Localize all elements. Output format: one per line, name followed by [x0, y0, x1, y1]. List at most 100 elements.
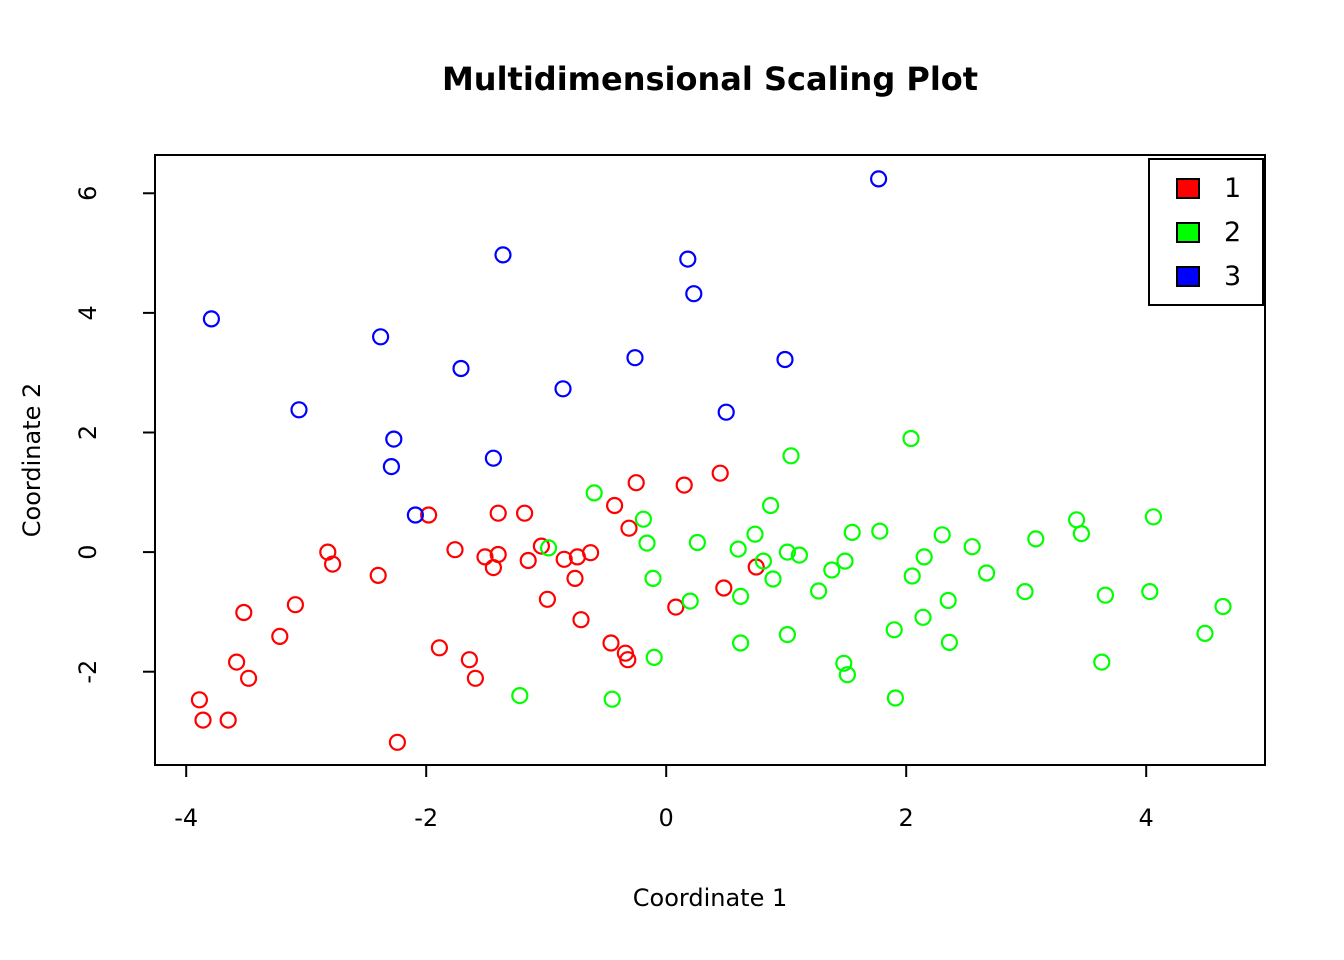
data-point-group-1 [519, 551, 537, 570]
data-point-group-1 [430, 639, 448, 657]
data-point-group-1 [489, 545, 507, 564]
data-point-group-3 [452, 359, 470, 378]
legend-swatch-group-2-icon [1176, 221, 1200, 243]
data-point-group-1 [240, 669, 258, 687]
data-point-group-2 [823, 561, 841, 579]
data-point-group-2 [1093, 653, 1111, 671]
data-point-group-3 [382, 458, 400, 476]
data-point-group-2 [1096, 586, 1115, 604]
data-point-group-2 [871, 522, 889, 540]
data-point-group-1 [286, 596, 304, 614]
data-point-group-3 [626, 349, 644, 367]
data-point-group-2 [585, 484, 603, 502]
data-point-group-2 [838, 666, 857, 684]
data-point-group-1 [369, 566, 387, 585]
data-point-group-2 [886, 689, 905, 707]
y-axis-tick-label: 4 [74, 305, 102, 320]
legend-row-group-1: 1 [1150, 175, 1262, 202]
data-point-group-1 [711, 464, 729, 482]
data-point-group-2 [963, 538, 981, 556]
data-point-group-2 [731, 634, 750, 652]
data-point-group-1 [532, 537, 551, 555]
data-point-group-2 [836, 552, 854, 570]
data-point-group-2 [1141, 582, 1159, 601]
data-point-group-1 [388, 733, 406, 751]
data-point-group-3 [554, 380, 572, 398]
series-group-3 [202, 170, 888, 524]
data-point-group-2 [746, 525, 764, 543]
legend: 1 2 3 [1148, 158, 1264, 306]
data-point-group-2 [731, 587, 750, 606]
data-point-group-1 [572, 611, 590, 629]
data-point-group-3 [869, 170, 888, 188]
data-point-group-2 [681, 592, 699, 610]
data-point-group-1 [271, 627, 289, 646]
data-point-group-2 [782, 447, 800, 465]
data-point-group-1 [555, 550, 573, 568]
y-axis-tick-label: 0 [74, 544, 102, 559]
data-point-group-1 [228, 653, 246, 671]
data-point-group-3 [484, 449, 502, 467]
data-point-group-1 [460, 651, 478, 669]
data-point-group-3 [290, 401, 308, 419]
plot-area-border [154, 154, 1266, 766]
data-point-group-3 [494, 246, 512, 264]
data-point-group-3 [372, 328, 390, 346]
data-point-group-1 [515, 504, 534, 522]
data-point-group-2 [977, 564, 996, 582]
data-point-group-1 [620, 519, 638, 537]
data-point-group-1 [675, 476, 693, 494]
data-point-group-1 [667, 598, 685, 616]
data-point-group-1 [235, 603, 253, 622]
data-point-group-2 [835, 654, 853, 672]
x-axis-tick-label: 0 [659, 804, 674, 832]
x-axis-tick-label: -4 [174, 804, 198, 832]
data-point-group-2 [539, 539, 558, 557]
legend-label-group-1: 1 [1224, 172, 1242, 204]
data-point-group-2 [754, 552, 773, 570]
data-point-group-1 [627, 474, 645, 492]
data-point-group-2 [933, 526, 951, 544]
data-point-group-3 [385, 430, 403, 448]
data-point-group-2 [914, 608, 932, 626]
data-point-group-3 [717, 403, 735, 421]
data-point-group-2 [1214, 597, 1232, 616]
data-point-group-1 [219, 711, 237, 729]
data-point-group-2 [940, 633, 959, 652]
legend-swatch-group-1-icon [1176, 177, 1200, 199]
data-point-group-1 [581, 544, 600, 562]
data-point-group-2 [1016, 582, 1034, 601]
data-point-group-2 [761, 496, 780, 515]
data-point-group-2 [764, 570, 782, 588]
legend-label-group-3: 3 [1224, 260, 1242, 292]
data-point-group-1 [466, 669, 484, 687]
data-point-group-2 [603, 690, 621, 708]
data-point-group-3 [776, 350, 794, 369]
y-axis-tick-label: -2 [74, 660, 102, 684]
data-point-group-2 [1144, 508, 1163, 526]
data-point-group-1 [489, 504, 507, 522]
data-point-group-2 [809, 582, 828, 600]
data-point-group-3 [202, 310, 220, 328]
data-point-group-2 [634, 510, 653, 528]
data-point-group-1 [190, 691, 208, 709]
legend-row-group-3: 3 [1150, 263, 1262, 290]
data-point-group-2 [915, 548, 933, 566]
legend-label-group-2: 2 [1224, 216, 1242, 248]
chart-title: Multidimensional Scaling Plot [441, 60, 979, 98]
series-group-2 [511, 429, 1232, 708]
data-point-group-3 [679, 250, 697, 268]
data-point-group-2 [843, 523, 861, 542]
data-point-group-2 [729, 540, 747, 558]
data-point-group-1 [446, 541, 464, 559]
y-axis-tick-label: 6 [74, 186, 102, 201]
data-point-group-2 [638, 534, 656, 552]
data-point-group-1 [715, 579, 733, 597]
y-axis-tick-label: 2 [74, 425, 102, 440]
legend-swatch-group-3-icon [1176, 265, 1200, 287]
data-point-group-1 [538, 590, 557, 608]
data-point-group-3 [406, 506, 424, 524]
data-point-group-2 [790, 546, 809, 564]
data-point-group-1 [605, 496, 624, 515]
